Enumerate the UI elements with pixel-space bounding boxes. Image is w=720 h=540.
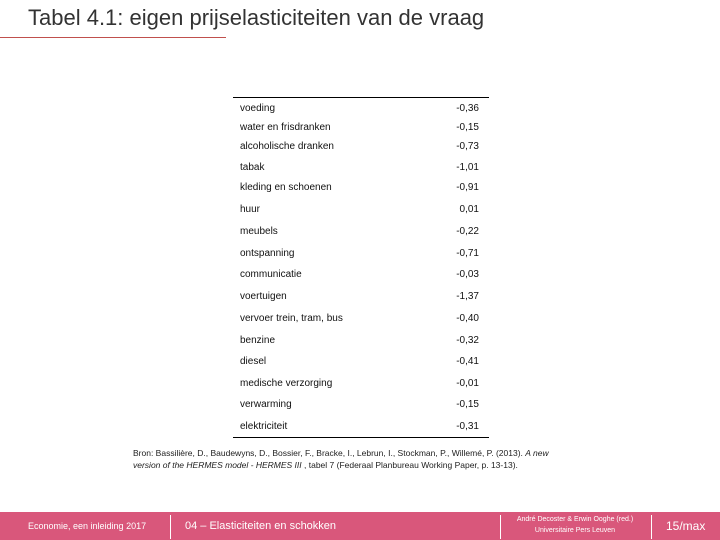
row-value: -0,01 [456, 378, 479, 389]
row-value: -1,37 [456, 291, 479, 302]
source-text: Bron: Bassilière, D., Baudewyns, D., Bos… [133, 448, 526, 458]
row-label: tabak [240, 162, 265, 173]
row-value: -0,36 [456, 103, 479, 114]
footer-publisher: Universitaire Pers Leuven [534, 527, 616, 534]
source-title: A new version of the HERMES model - HERM… [133, 448, 549, 470]
row-value: -0,91 [456, 182, 479, 193]
row-label: medische verzorging [240, 378, 333, 389]
footer-separator [500, 515, 501, 539]
row-value: -0,03 [456, 269, 479, 280]
row-label: huur [240, 204, 261, 215]
row-label: benzine [240, 335, 276, 346]
footer-separator [170, 515, 171, 539]
source-text: , tabel 7 (Federaal Planbureau Working P… [301, 460, 518, 470]
row-label: alcoholische dranken [240, 141, 334, 152]
row-label: water en frisdranken [240, 122, 331, 133]
footer-course: Economie, een inleiding 2017 [28, 521, 147, 531]
row-value: -0,32 [456, 335, 479, 346]
row-value: -0,73 [456, 141, 479, 152]
row-label: ontspanning [240, 248, 295, 259]
table-bottom-border [233, 437, 489, 438]
slide-title: Tabel 4.1: eigen prijselasticiteiten van… [28, 5, 485, 30]
row-value: -0,15 [456, 122, 479, 133]
row-value: -0,71 [456, 248, 479, 259]
title-rule [0, 37, 226, 38]
footer-separator [651, 515, 652, 539]
row-label: voertuigen [240, 291, 287, 302]
footer-bar [0, 512, 720, 540]
row-label: kleding en schoenen [240, 182, 332, 193]
row-value: -0,31 [456, 421, 479, 432]
row-label: elektriciteit [240, 421, 288, 432]
row-value: -0,15 [456, 399, 479, 410]
row-label: meubels [240, 226, 278, 237]
row-value: -0,41 [456, 356, 479, 367]
row-value: -1,01 [456, 162, 479, 173]
table-top-border [233, 97, 489, 98]
source-note: Bron: Bassilière, D., Baudewyns, D., Bos… [133, 447, 563, 471]
footer-authors: André Decoster & Erwin Ooghe (red.) [516, 516, 634, 523]
row-value: -0,22 [456, 226, 479, 237]
row-label: voeding [240, 103, 276, 114]
row-label: communicatie [240, 269, 302, 280]
row-label: diesel [240, 356, 267, 367]
row-value: -0,40 [456, 313, 479, 324]
row-value: 0,01 [459, 204, 479, 215]
row-label: vervoer trein, tram, bus [240, 313, 343, 324]
page-number: 15/max [666, 519, 706, 533]
footer-chapter: 04 – Elasticiteiten en schokken [185, 520, 337, 532]
row-label: verwarming [240, 399, 292, 410]
